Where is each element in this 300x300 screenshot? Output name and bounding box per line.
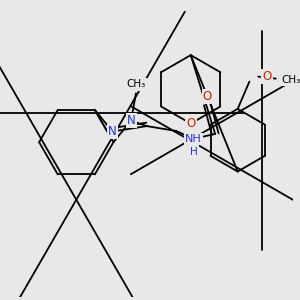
Text: O: O [203,90,212,103]
Text: O: O [262,70,272,83]
Text: N: N [127,114,135,127]
Text: H: H [190,146,197,157]
Text: O: O [186,117,195,130]
Text: N: N [108,125,117,138]
Text: CH₃: CH₃ [281,75,300,85]
Text: CH₃: CH₃ [126,80,146,89]
Text: NH: NH [185,134,202,144]
